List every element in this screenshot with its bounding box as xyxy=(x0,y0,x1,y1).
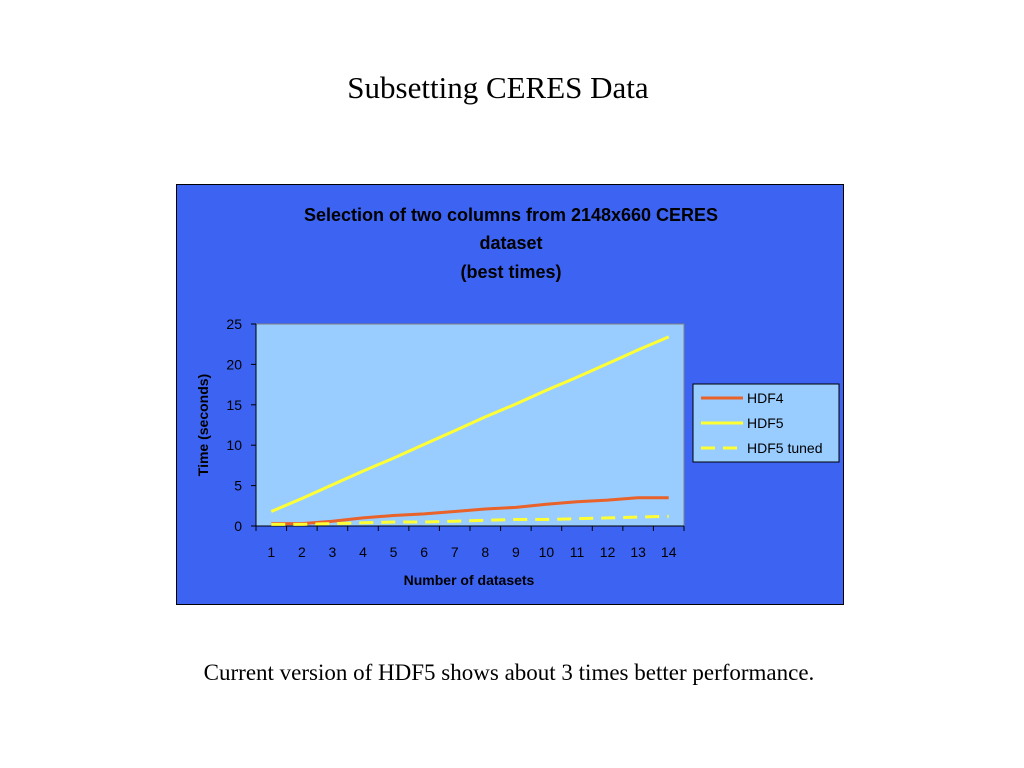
y-tick-label: 5 xyxy=(234,478,242,494)
x-tick-label: 9 xyxy=(512,544,520,560)
series-line-hdf5-tuned xyxy=(271,514,669,526)
chart-title-line-2: dataset xyxy=(479,233,542,253)
x-tick-label: 10 xyxy=(539,544,555,560)
chart-frame: Selection of two columns from 2148x660 C… xyxy=(176,184,844,605)
x-tick-label: 8 xyxy=(481,544,489,560)
x-tick-label: 4 xyxy=(359,544,367,560)
x-tick-label: 12 xyxy=(600,544,616,560)
legend-label: HDF4 xyxy=(747,390,784,406)
y-tick-label: 20 xyxy=(226,356,242,372)
x-tick-label: 13 xyxy=(630,544,646,560)
y-tick-label: 25 xyxy=(226,316,242,332)
line-chart: Selection of two columns from 2148x660 C… xyxy=(195,205,840,588)
legend-label: HDF5 tuned xyxy=(747,440,822,456)
series-line-hdf5 xyxy=(270,335,670,513)
slide-title: Subsetting CERES Data xyxy=(347,70,649,105)
x-tick-label: 2 xyxy=(298,544,306,560)
y-tick-label: 10 xyxy=(226,437,242,453)
x-tick-label: 11 xyxy=(570,544,585,560)
y-tick-label: 0 xyxy=(234,518,242,534)
chart-title-line-3: (best times) xyxy=(460,262,561,282)
y-tick-label: 15 xyxy=(226,397,242,413)
x-tick-label: 1 xyxy=(267,544,275,560)
x-tick-label: 6 xyxy=(420,544,428,560)
series-line-hdf4 xyxy=(271,496,669,526)
x-tick-label: 3 xyxy=(329,544,337,560)
slide-caption: Current version of HDF5 shows about 3 ti… xyxy=(203,660,815,685)
x-axis-label: Number of datasets xyxy=(404,572,535,588)
x-tick-label: 5 xyxy=(390,544,398,560)
x-tick-label: 14 xyxy=(661,544,677,560)
chart-title-line-1: Selection of two columns from 2148x660 C… xyxy=(304,205,718,225)
y-axis-label: Time (seconds) xyxy=(195,374,211,476)
x-tick-label: 7 xyxy=(451,544,459,560)
legend-label: HDF5 xyxy=(747,415,784,431)
